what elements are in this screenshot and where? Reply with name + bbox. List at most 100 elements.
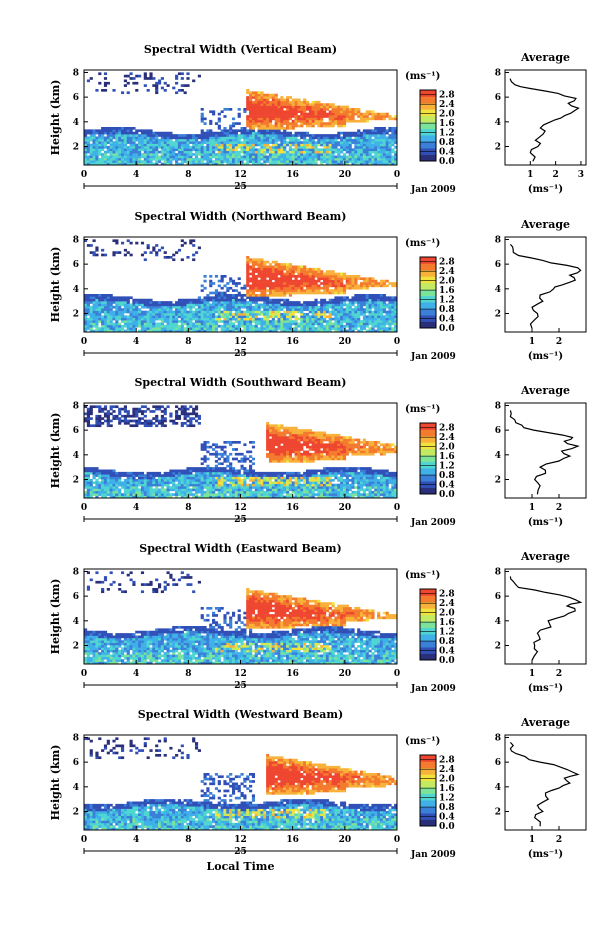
heatmap-cell bbox=[277, 322, 281, 326]
panel-title: Spectral Width (Vertical Beam) bbox=[144, 43, 337, 56]
heatmap-cell bbox=[283, 150, 287, 154]
heatmap-cell bbox=[240, 324, 244, 328]
heatmap-cell bbox=[249, 310, 253, 314]
heatmap-cell bbox=[337, 110, 341, 114]
heatmap-cell bbox=[280, 119, 284, 123]
heatmap-cell bbox=[177, 476, 182, 480]
heatmap-cell bbox=[138, 146, 142, 149]
heatmap-cell bbox=[251, 93, 256, 97]
heatmap-cell bbox=[169, 486, 173, 489]
heatmap-cell bbox=[140, 320, 145, 323]
heatmap-cell bbox=[169, 134, 173, 137]
heatmap-cell bbox=[132, 136, 136, 140]
heatmap-cell bbox=[254, 162, 258, 166]
heatmap-cell bbox=[303, 122, 307, 125]
heatmap-cell bbox=[217, 136, 221, 140]
heatmap-cell bbox=[286, 96, 290, 99]
heatmap-cell bbox=[214, 296, 219, 300]
heatmap-cell bbox=[169, 303, 173, 307]
heatmap-cell bbox=[280, 303, 284, 307]
heatmap-cell bbox=[328, 289, 332, 292]
heatmap-cell bbox=[101, 481, 105, 485]
heatmap-cell bbox=[115, 490, 119, 494]
heatmap-cell bbox=[138, 419, 142, 423]
heatmap-cell bbox=[132, 141, 136, 144]
heatmap-cell bbox=[325, 284, 330, 288]
heatmap-cell bbox=[331, 324, 335, 328]
heatmap-cell bbox=[120, 303, 125, 307]
heatmap-cell bbox=[223, 157, 227, 161]
heatmap-cell bbox=[152, 320, 156, 323]
heatmap-cell bbox=[120, 407, 125, 411]
heatmap-cell bbox=[126, 329, 130, 333]
heatmap-cell bbox=[305, 162, 310, 166]
heatmap-cell bbox=[197, 495, 201, 499]
heatmap-cell bbox=[328, 150, 332, 154]
heatmap-cell bbox=[217, 291, 221, 295]
heatmap-cell bbox=[98, 157, 102, 161]
heatmap-cell bbox=[351, 296, 355, 300]
heatmap-cell bbox=[268, 263, 273, 266]
heatmap-cell bbox=[194, 414, 199, 418]
heatmap-cell bbox=[294, 315, 298, 319]
x-tick-label: 16 bbox=[286, 170, 299, 180]
heatmap-cell bbox=[365, 320, 369, 323]
heatmap-cell bbox=[89, 481, 93, 485]
heatmap-cell bbox=[314, 301, 318, 304]
heatmap-cell bbox=[194, 476, 199, 480]
heatmap-cell bbox=[140, 141, 145, 144]
heatmap-cell bbox=[86, 155, 90, 159]
heatmap-cell bbox=[348, 310, 352, 314]
heatmap-cell bbox=[183, 414, 187, 418]
heatmap-cell bbox=[95, 419, 99, 423]
heatmap-cell bbox=[360, 308, 364, 311]
heatmap-cell bbox=[323, 305, 327, 309]
heatmap-cell bbox=[280, 313, 284, 316]
heatmap-cell bbox=[280, 103, 284, 106]
heatmap-cell bbox=[101, 301, 105, 304]
heatmap-cell bbox=[283, 98, 287, 102]
heatmap-cell bbox=[226, 162, 230, 166]
heatmap-cell bbox=[268, 136, 273, 140]
heatmap-cell bbox=[294, 308, 298, 311]
heatmap-cell bbox=[323, 303, 327, 307]
heatmap-cell bbox=[189, 467, 193, 470]
heatmap-cell bbox=[177, 310, 182, 314]
heatmap-cell bbox=[377, 129, 381, 133]
heatmap-cell bbox=[334, 291, 338, 295]
heatmap-cell bbox=[212, 327, 216, 330]
heatmap-cell bbox=[314, 289, 318, 292]
heatmap-cell bbox=[391, 143, 395, 147]
heatmap-cell bbox=[257, 162, 261, 166]
heatmap-cell bbox=[109, 131, 113, 135]
heatmap-cell bbox=[360, 131, 364, 135]
heatmap-cell bbox=[109, 469, 113, 473]
heatmap-cell bbox=[86, 476, 90, 480]
colorbar-tick-label: 0.0 bbox=[439, 157, 455, 167]
heatmap-cell bbox=[257, 275, 261, 278]
heatmap-cell bbox=[351, 322, 355, 326]
heatmap-cell bbox=[251, 138, 256, 142]
heatmap-cell bbox=[274, 148, 278, 152]
heatmap-cell bbox=[146, 148, 150, 152]
heatmap-cell bbox=[149, 313, 153, 316]
heatmap-cell bbox=[143, 483, 147, 487]
heatmap-cell bbox=[209, 162, 213, 166]
heatmap-cell bbox=[206, 141, 210, 144]
heatmap-cell bbox=[206, 160, 210, 163]
heatmap-cell bbox=[263, 310, 267, 314]
heatmap-cell bbox=[115, 476, 119, 480]
heatmap-cell bbox=[149, 424, 153, 428]
heatmap-cell bbox=[342, 146, 347, 149]
heatmap-cell bbox=[320, 317, 324, 321]
heatmap-cell bbox=[189, 148, 193, 152]
heatmap-cell bbox=[106, 488, 110, 492]
heatmap-cell bbox=[192, 301, 196, 304]
heatmap-cell bbox=[308, 150, 312, 154]
heatmap-cell bbox=[106, 129, 110, 133]
heatmap-cell bbox=[189, 422, 193, 425]
heatmap-cell bbox=[112, 143, 116, 147]
heatmap-cell bbox=[260, 119, 264, 123]
heatmap-cell bbox=[160, 414, 164, 418]
heatmap-cell bbox=[249, 143, 253, 147]
